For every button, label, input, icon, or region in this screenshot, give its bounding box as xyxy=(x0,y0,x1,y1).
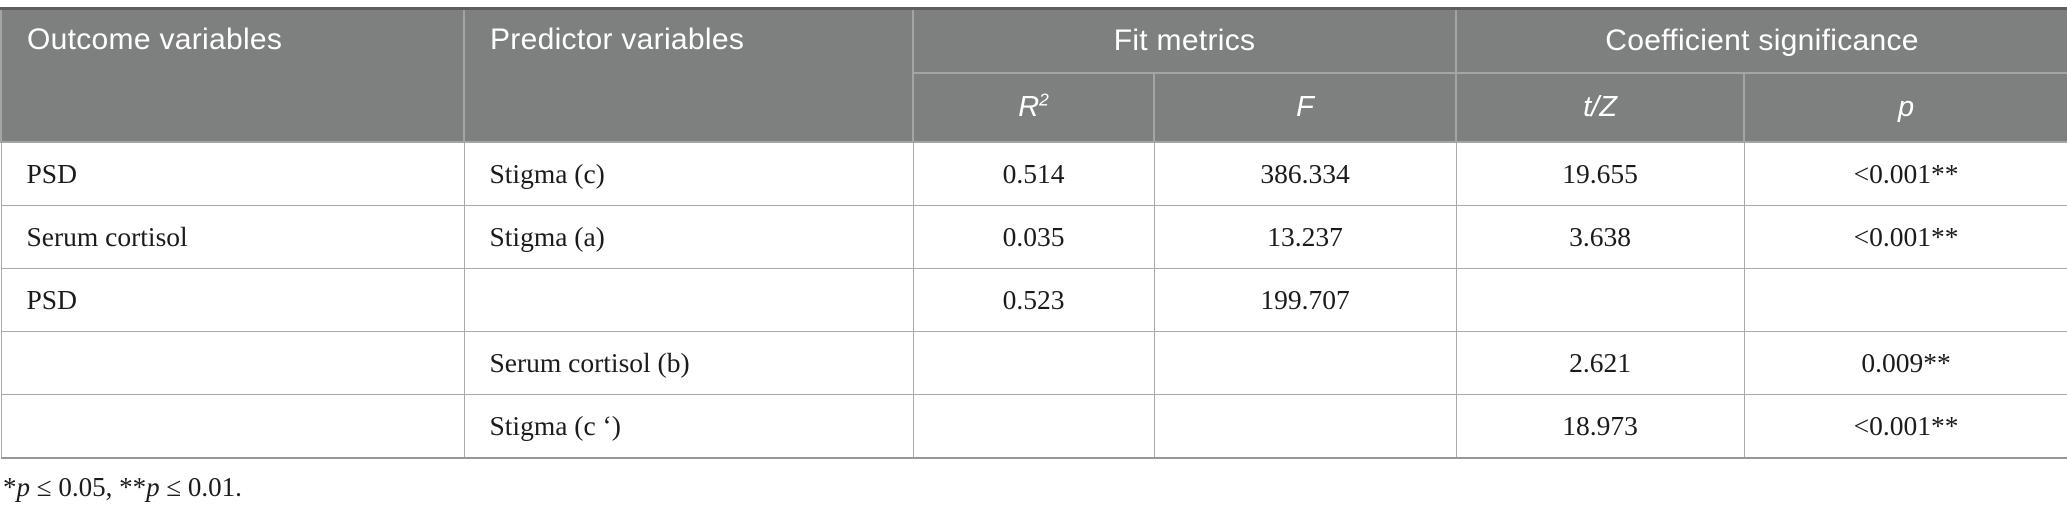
cell-r2 xyxy=(912,393,1155,458)
column-group-fit-metrics: Fit metrics xyxy=(911,7,1458,74)
cell-p: <0.001** xyxy=(1743,141,2067,206)
cell-predictor: Stigma (a) xyxy=(463,204,914,269)
cell-outcome xyxy=(0,393,465,458)
cell-tz: 2.621 xyxy=(1455,330,1745,395)
footnote-p-italic: p xyxy=(146,471,160,502)
regression-results-table: Outcome variables Predictor variables Fi… xyxy=(0,7,2067,459)
cell-tz: 3.638 xyxy=(1455,204,1745,269)
cell-predictor: Stigma (c ‘) xyxy=(463,393,914,458)
cell-predictor: Stigma (c) xyxy=(463,141,914,206)
cell-p: <0.001** xyxy=(1743,204,2067,269)
cell-predictor xyxy=(463,267,914,332)
cell-f: 13.237 xyxy=(1153,204,1457,269)
cell-p: 0.009** xyxy=(1743,330,2067,395)
r-squared-base: R xyxy=(1018,90,1040,123)
cell-outcome xyxy=(0,330,465,395)
table-row: Serum cortisol Stigma (a) 0.035 13.237 3… xyxy=(0,204,2067,269)
cell-predictor: Serum cortisol (b) xyxy=(463,330,914,395)
cell-r2: 0.035 xyxy=(912,204,1155,269)
cell-f xyxy=(1153,330,1457,395)
cell-f: 386.334 xyxy=(1153,141,1457,206)
cell-r2 xyxy=(912,330,1155,395)
cell-r2: 0.523 xyxy=(912,267,1155,332)
cell-tz: 18.973 xyxy=(1455,393,1745,458)
cell-f: 199.707 xyxy=(1153,267,1457,332)
column-header-predictor-variables: Predictor variables xyxy=(463,7,914,143)
table-row: PSD 0.523 199.707 xyxy=(0,267,2067,332)
cell-p: <0.001** xyxy=(1743,393,2067,458)
table-row: Serum cortisol (b) 2.621 0.009** xyxy=(0,330,2067,395)
footnote-star: * xyxy=(3,471,17,502)
cell-outcome: Serum cortisol xyxy=(0,204,465,269)
table-row: Stigma (c ‘) 18.973 <0.001** xyxy=(0,393,2067,458)
column-group-coefficient-significance: Coefficient significance xyxy=(1455,7,2067,74)
footnote-threshold-1: ≤ 0.05, ** xyxy=(30,471,147,502)
r-squared-exponent: 2 xyxy=(1039,88,1049,109)
column-header-outcome-variables: Outcome variables xyxy=(0,7,465,143)
cell-tz xyxy=(1455,267,1745,332)
column-header-r-squared: R2 xyxy=(912,71,1155,143)
column-header-f: F xyxy=(1152,71,1458,143)
footnote-p-italic: p xyxy=(16,471,31,502)
table-row: PSD Stigma (c) 0.514 386.334 19.655 <0.0… xyxy=(0,141,2067,206)
header-group-row: Outcome variables Predictor variables Fi… xyxy=(0,7,2067,143)
cell-outcome: PSD xyxy=(0,267,465,332)
footnote-threshold-2: ≤ 0.01. xyxy=(159,471,242,502)
column-header-p: p xyxy=(1743,71,2067,143)
cell-r2: 0.514 xyxy=(912,141,1155,206)
column-header-t-z: t/Z xyxy=(1455,71,1746,143)
header-sub-row: R2 F t/Z p xyxy=(1,71,2067,143)
cell-outcome: PSD xyxy=(0,141,465,206)
cell-p xyxy=(1743,267,2067,332)
cell-tz: 19.655 xyxy=(1455,141,1745,206)
significance-footnote: *p ≤ 0.05, **p ≤ 0.01. xyxy=(0,472,2067,503)
cell-f xyxy=(1153,393,1457,458)
